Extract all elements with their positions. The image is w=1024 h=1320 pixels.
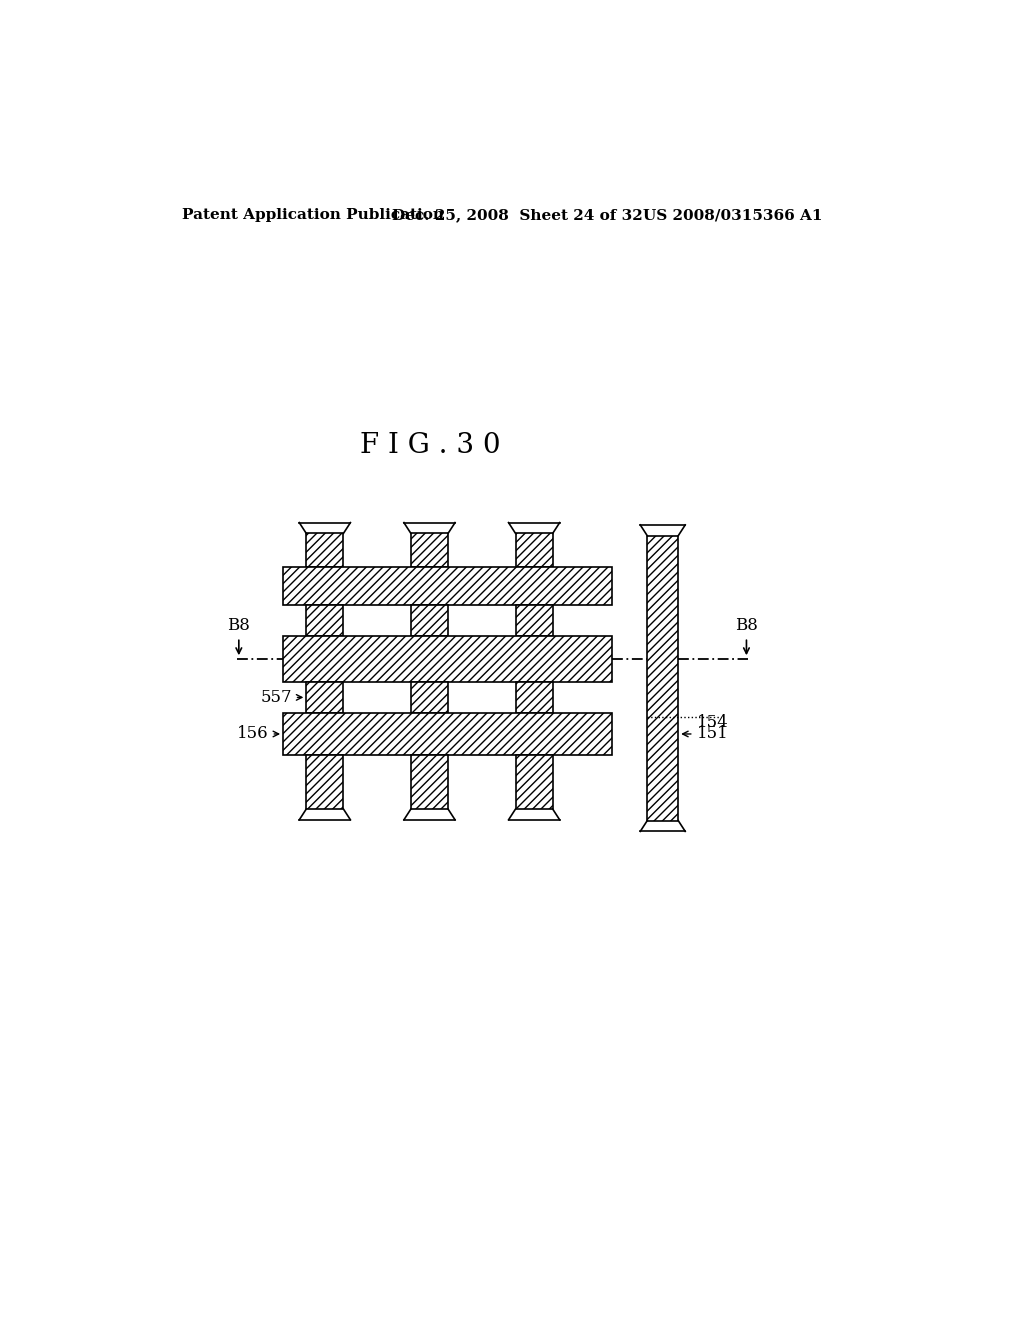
Bar [411, 682, 449, 713]
Bar [411, 755, 449, 809]
Text: 156: 156 [238, 726, 269, 742]
Text: B8: B8 [227, 618, 250, 635]
Bar [283, 713, 612, 755]
Text: 557: 557 [261, 689, 292, 706]
Text: 151: 151 [697, 726, 729, 742]
Bar [306, 755, 343, 809]
Text: F I G . 3 0: F I G . 3 0 [360, 432, 501, 459]
Text: US 2008/0315366 A1: US 2008/0315366 A1 [643, 209, 823, 223]
Bar [515, 533, 553, 566]
Text: B8: B8 [735, 618, 758, 635]
Bar [306, 533, 343, 566]
Bar [306, 605, 343, 636]
Bar [411, 605, 449, 636]
Bar [515, 605, 553, 636]
Bar [515, 682, 553, 713]
Text: Dec. 25, 2008  Sheet 24 of 32: Dec. 25, 2008 Sheet 24 of 32 [391, 209, 642, 223]
Bar [306, 682, 343, 713]
Bar [283, 566, 612, 605]
Bar [283, 636, 612, 682]
Bar [647, 536, 678, 821]
Text: 154: 154 [697, 714, 729, 731]
Text: Patent Application Publication: Patent Application Publication [182, 209, 444, 223]
Bar [411, 533, 449, 566]
Bar [515, 755, 553, 809]
